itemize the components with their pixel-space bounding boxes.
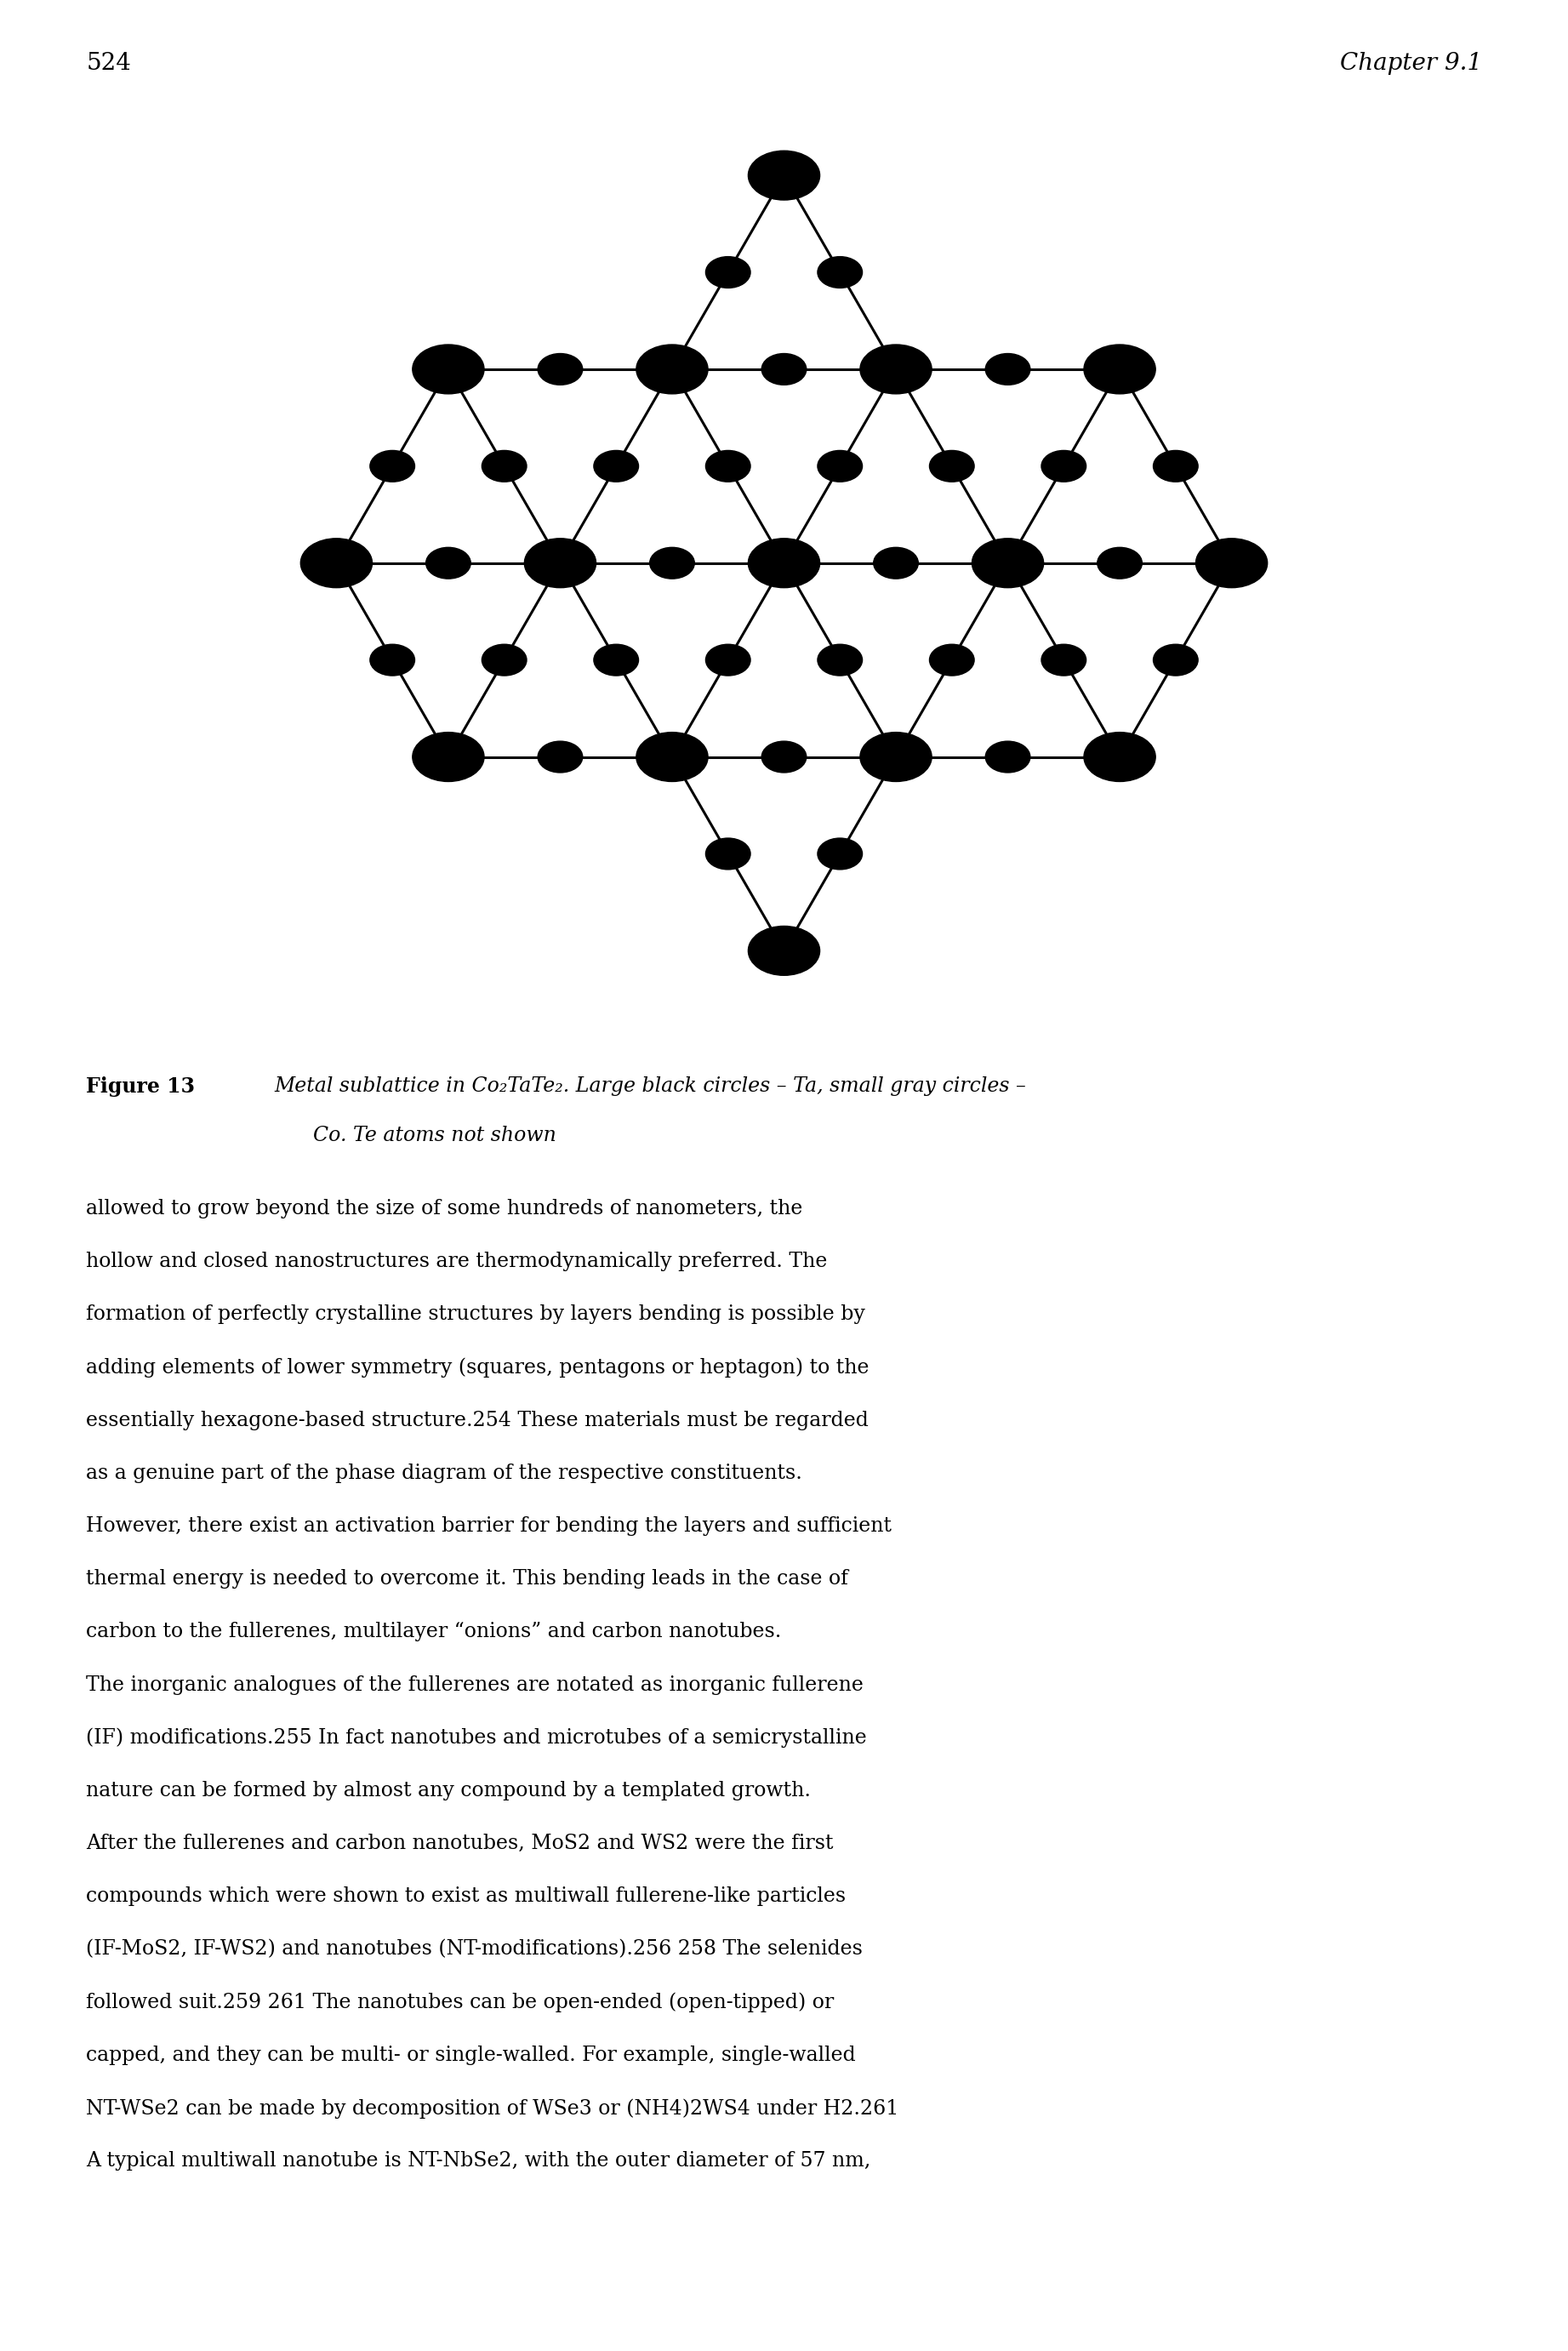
Ellipse shape (538, 353, 583, 386)
Ellipse shape (861, 731, 931, 781)
Ellipse shape (706, 451, 751, 482)
Text: 524: 524 (86, 52, 132, 75)
Text: (IF) modifications.255 In fact nanotubes and microtubes of a semicrystalline: (IF) modifications.255 In fact nanotubes… (86, 1728, 867, 1749)
Ellipse shape (301, 538, 372, 588)
Ellipse shape (1083, 346, 1156, 395)
Ellipse shape (370, 451, 414, 482)
Ellipse shape (1154, 644, 1198, 675)
Ellipse shape (985, 353, 1030, 386)
Text: However, there exist an activation barrier for bending the layers and sufficient: However, there exist an activation barri… (86, 1516, 892, 1535)
Ellipse shape (706, 256, 751, 287)
Ellipse shape (861, 346, 931, 395)
Text: formation of perfectly crystalline structures by layers bending is possible by: formation of perfectly crystalline struc… (86, 1305, 866, 1324)
Ellipse shape (637, 346, 707, 395)
Text: carbon to the fullerenes, multilayer “onions” and carbon nanotubes.: carbon to the fullerenes, multilayer “on… (86, 1622, 782, 1641)
Ellipse shape (1041, 644, 1087, 675)
Ellipse shape (762, 741, 806, 773)
Ellipse shape (649, 548, 695, 578)
Ellipse shape (1196, 538, 1267, 588)
Ellipse shape (1083, 731, 1156, 781)
Text: (IF-MoS2, IF-WS2) and nanotubes (NT-modifications).256 258 The selenides: (IF-MoS2, IF-WS2) and nanotubes (NT-modi… (86, 1940, 862, 1958)
Ellipse shape (594, 644, 638, 675)
Ellipse shape (930, 644, 974, 675)
Text: allowed to grow beyond the size of some hundreds of nanometers, the: allowed to grow beyond the size of some … (86, 1199, 803, 1218)
Text: Co. Te atoms not shown: Co. Te atoms not shown (274, 1126, 557, 1145)
Text: as a genuine part of the phase diagram of the respective constituents.: as a genuine part of the phase diagram o… (86, 1462, 803, 1483)
Ellipse shape (412, 731, 485, 781)
Ellipse shape (762, 353, 806, 386)
Ellipse shape (481, 644, 527, 675)
Text: The inorganic analogues of the fullerenes are notated as inorganic fullerene: The inorganic analogues of the fullerene… (86, 1674, 864, 1695)
Ellipse shape (706, 839, 751, 870)
Ellipse shape (972, 538, 1044, 588)
Text: thermal energy is needed to overcome it. This bending leads in the case of: thermal energy is needed to overcome it.… (86, 1570, 848, 1589)
Ellipse shape (538, 741, 583, 773)
Text: compounds which were shown to exist as multiwall fullerene-like particles: compounds which were shown to exist as m… (86, 1886, 847, 1907)
Ellipse shape (1154, 451, 1198, 482)
Ellipse shape (817, 256, 862, 287)
Text: followed suit.259 261 The nanotubes can be open-ended (open-tipped) or: followed suit.259 261 The nanotubes can … (86, 1991, 834, 2012)
Ellipse shape (748, 538, 820, 588)
Ellipse shape (985, 741, 1030, 773)
Ellipse shape (706, 644, 751, 675)
Ellipse shape (524, 538, 596, 588)
Text: A typical multiwall nanotube is NT-NbSe2, with the outer diameter of 57 nm,: A typical multiwall nanotube is NT-NbSe2… (86, 2151, 870, 2170)
Ellipse shape (426, 548, 470, 578)
Ellipse shape (594, 451, 638, 482)
Ellipse shape (481, 451, 527, 482)
Ellipse shape (748, 926, 820, 976)
Ellipse shape (930, 451, 974, 482)
Text: NT-WSe2 can be made by decomposition of WSe3 or (NH4)2WS4 under H2.261: NT-WSe2 can be made by decomposition of … (86, 2097, 898, 2118)
Ellipse shape (370, 644, 414, 675)
Ellipse shape (412, 346, 485, 395)
Text: After the fullerenes and carbon nanotubes, MoS2 and WS2 were the first: After the fullerenes and carbon nanotube… (86, 1834, 834, 1853)
Ellipse shape (873, 548, 919, 578)
Ellipse shape (637, 731, 707, 781)
Ellipse shape (748, 150, 820, 200)
Text: nature can be formed by almost any compound by a templated growth.: nature can be formed by almost any compo… (86, 1782, 811, 1801)
Ellipse shape (817, 839, 862, 870)
Text: hollow and closed nanostructures are thermodynamically preferred. The: hollow and closed nanostructures are the… (86, 1251, 828, 1272)
Text: Figure 13: Figure 13 (86, 1077, 194, 1098)
Text: essentially hexagone-based structure.254 These materials must be regarded: essentially hexagone-based structure.254… (86, 1411, 869, 1429)
Text: Metal sublattice in Co₂TaTe₂. Large black circles – Ta, small gray circles –: Metal sublattice in Co₂TaTe₂. Large blac… (274, 1077, 1027, 1096)
Text: capped, and they can be multi- or single-walled. For example, single-walled: capped, and they can be multi- or single… (86, 2045, 856, 2064)
Ellipse shape (817, 644, 862, 675)
Text: adding elements of lower symmetry (squares, pentagons or heptagon) to the: adding elements of lower symmetry (squar… (86, 1357, 869, 1378)
Text: Chapter 9.1: Chapter 9.1 (1339, 52, 1482, 75)
Ellipse shape (1041, 451, 1087, 482)
Ellipse shape (1098, 548, 1142, 578)
Ellipse shape (817, 451, 862, 482)
